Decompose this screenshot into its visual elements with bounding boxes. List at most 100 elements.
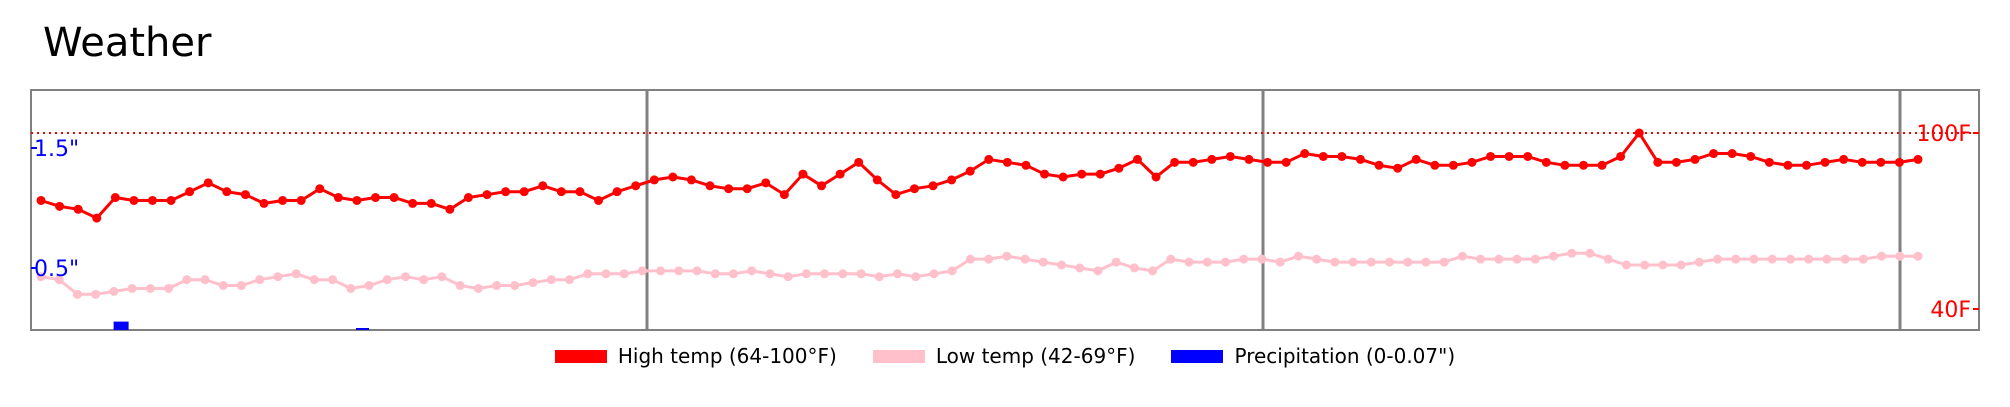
low-temp-point-34 [656, 266, 666, 276]
high-temp-point-43 [835, 169, 845, 179]
high-temp-line [40, 130, 1919, 220]
high-temp-point-58 [1114, 163, 1124, 173]
low-temp-point-99 [1840, 254, 1850, 264]
low-temp-point-56 [1057, 260, 1067, 270]
low-temp-line [40, 251, 1918, 296]
high-temp-point-45 [872, 175, 882, 185]
low-temp-point-89 [1658, 260, 1668, 270]
high-temp-point-37 [724, 184, 734, 194]
high-temp-point-13 [278, 195, 288, 205]
chart-plot: 1.5" 0.5" 100F 40F [30, 89, 1980, 331]
low-temp-point-66 [1239, 254, 1249, 264]
low-temp-point-19 [382, 275, 392, 285]
legend-label: High temp (64-100°F) [617, 344, 837, 368]
legend-item: High temp (64-100°F) [554, 344, 837, 368]
high-temp-point-38 [742, 184, 752, 194]
low-temp-point-4 [109, 286, 119, 296]
low-temp-point-85 [1585, 248, 1595, 258]
low-temp-point-96 [1785, 254, 1795, 264]
low-temp-point-76 [1421, 257, 1431, 267]
low-temp-point-55 [1038, 257, 1048, 267]
low-temp-point-26 [510, 281, 520, 291]
low-temp-point-0 [36, 272, 46, 282]
low-temp-point-58 [1093, 266, 1103, 276]
high-temp-point-17 [352, 195, 362, 205]
low-temp-point-72 [1348, 257, 1358, 267]
low-temp-point-50 [947, 266, 957, 276]
low-temp-point-57 [1075, 263, 1085, 273]
low-temp-point-97 [1804, 254, 1814, 264]
high-temp-point-22 [445, 204, 455, 214]
high-temp-point-82 [1560, 160, 1570, 170]
high-temp-point-15 [315, 184, 325, 194]
low-temp-point-87 [1621, 260, 1631, 270]
low-temp-point-90 [1676, 260, 1686, 270]
low-temp-point-49 [929, 269, 939, 279]
low-temp-point-102 [1895, 251, 1905, 261]
high-temp-point-76 [1448, 160, 1458, 170]
high-temp-point-74 [1411, 154, 1421, 164]
low-temp-point-13 [273, 272, 283, 282]
high-temp-point-6 [148, 195, 158, 205]
low-temp-point-41 [783, 272, 793, 282]
high-temp-point-73 [1393, 163, 1403, 173]
legend-label: Precipitation (0-0.07") [1234, 344, 1456, 368]
low-temp-point-67 [1257, 254, 1267, 264]
low-temp-point-45 [856, 269, 866, 279]
high-temp-point-94 [1783, 160, 1793, 170]
low-temp-point-54 [1020, 254, 1030, 264]
high-temp-point-64 [1225, 151, 1235, 161]
low-temp-point-15 [309, 275, 319, 285]
low-temp-point-48 [911, 272, 921, 282]
high-temp-point-32 [631, 181, 641, 191]
low-temp-point-98 [1822, 254, 1832, 264]
low-temp-point-80 [1494, 254, 1504, 264]
low-temp-point-100 [1858, 254, 1868, 264]
high-temp-point-10 [222, 187, 232, 197]
low-temp-point-44 [838, 269, 848, 279]
low-temp-point-12 [255, 275, 265, 285]
high-temp-point-9 [203, 178, 213, 188]
low-temp-point-25 [492, 281, 502, 291]
high-temp-point-34 [668, 172, 678, 182]
high-temp-point-50 [965, 166, 975, 176]
high-temp-point-54 [1040, 169, 1050, 179]
low-temp-point-43 [820, 269, 830, 279]
high-temp-point-99 [1876, 157, 1886, 167]
low-temp-point-18 [364, 281, 374, 291]
high-temp-point-81 [1541, 157, 1551, 167]
high-temp-point-25 [501, 187, 511, 197]
high-temp-point-19 [389, 193, 399, 203]
high-temp-point-85 [1616, 151, 1626, 161]
high-temp-point-3 [92, 213, 102, 223]
high-temp-point-79 [1504, 151, 1514, 161]
low-temp-point-40 [765, 269, 775, 279]
low-temp-point-51 [965, 254, 975, 264]
low-temp-point-21 [419, 275, 429, 285]
high-temp-point-96 [1820, 157, 1830, 167]
high-temp-point-87 [1653, 157, 1663, 167]
low-temp-point-82 [1530, 254, 1540, 264]
high-temp-point-51 [984, 154, 994, 164]
high-temp-point-2 [73, 204, 83, 214]
high-temp-point-77 [1467, 157, 1477, 167]
axis-labels: 1.5" 0.5" 100F 40F [31, 122, 1979, 323]
high-temp-point-35 [686, 175, 696, 185]
low-temp-point-47 [892, 269, 902, 279]
low-temp-point-68 [1275, 257, 1285, 267]
high-temp-point-7 [166, 195, 176, 205]
low-temp-point-77 [1439, 257, 1449, 267]
legend-item: Low temp (42-69°F) [872, 344, 1135, 368]
high-temp-point-1 [55, 201, 65, 211]
high-temp-point-91 [1727, 149, 1737, 159]
high-temp-point-78 [1486, 151, 1496, 161]
low-temp-point-83 [1549, 251, 1559, 261]
low-temp-point-84 [1567, 248, 1577, 258]
high-temp-point-31 [612, 187, 622, 197]
high-temp-point-52 [1002, 157, 1012, 167]
high-temp-point-97 [1839, 154, 1849, 164]
low-temp-point-22 [437, 272, 447, 282]
low-temp-point-28 [546, 275, 556, 285]
low-temp-point-3 [91, 289, 101, 299]
high-temp-point-48 [928, 181, 938, 191]
